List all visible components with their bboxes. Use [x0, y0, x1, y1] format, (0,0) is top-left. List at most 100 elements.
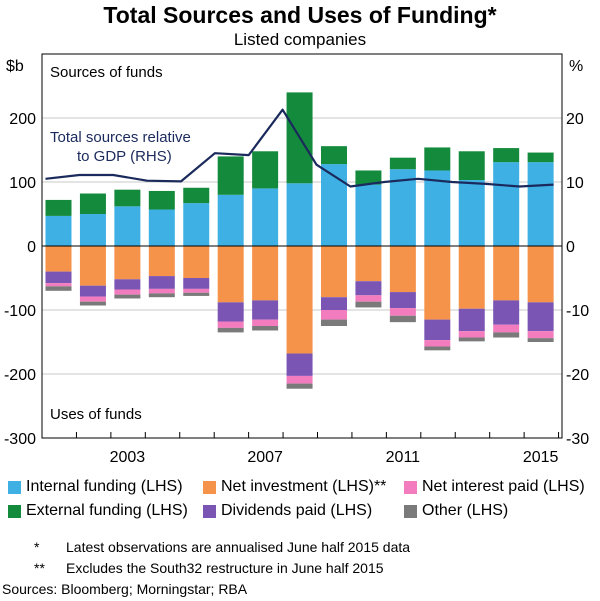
bar-net-interest-paid-lhs [355, 295, 382, 302]
bar-other-lhs [424, 346, 451, 351]
bar-internal-funding-lhs [493, 162, 520, 246]
line-label-1: Total sources relative [50, 129, 191, 146]
bar-net-interest-paid-lhs [286, 375, 313, 384]
legend-label: Net investment (LHS)** [221, 478, 387, 495]
bar-net-investment-lhs [45, 246, 72, 272]
bar-external-funding-lhs [355, 170, 382, 185]
bar-dividends-paid-lhs [252, 300, 279, 320]
x-tick-label: 2015 [523, 449, 559, 466]
bar-external-funding-lhs [458, 151, 485, 181]
bar-internal-funding-lhs [45, 215, 72, 246]
bar-net-investment-lhs [286, 246, 313, 354]
bar-dividends-paid-lhs [45, 271, 72, 284]
legend-item-internal: Internal funding (LHS) [8, 478, 183, 496]
plot-frame [41, 53, 563, 439]
bar-external-funding-lhs [183, 187, 210, 204]
left-tick-label: -100 [4, 303, 36, 320]
right-tick-label: 10 [566, 175, 584, 192]
bar-net-interest-paid-lhs [320, 310, 347, 320]
bar-net-interest-paid-lhs [183, 288, 210, 293]
bar-net-interest-paid-lhs [114, 289, 141, 295]
bar-other-lhs [458, 337, 485, 342]
bar-dividends-paid-lhs [79, 285, 106, 297]
bar-net-investment-lhs [527, 246, 554, 303]
bar-other-lhs [217, 327, 244, 333]
legend-label: Internal funding (LHS) [26, 478, 183, 495]
bar-external-funding-lhs [424, 147, 451, 171]
chart-subtitle: Listed companies [233, 30, 367, 49]
bar-net-interest-paid-lhs [527, 331, 554, 339]
bar-internal-funding-lhs [527, 162, 554, 246]
bar-net-interest-paid-lhs [252, 319, 279, 326]
sources-text: Sources: Bloomberg; Morningstar; RBA [2, 581, 248, 597]
bar-internal-funding-lhs [252, 188, 279, 246]
bar-internal-funding-lhs [286, 183, 313, 246]
right-tick-label: -10 [566, 303, 589, 320]
bar-dividends-paid-lhs [148, 276, 175, 289]
bar-net-interest-paid-lhs [217, 321, 244, 328]
x-tick-label: 2011 [386, 449, 421, 466]
bar-external-funding-lhs [320, 146, 347, 165]
bar-net-interest-paid-lhs [389, 308, 416, 316]
legend-label: Dividends paid (LHS) [221, 502, 373, 519]
left-tick-label: 0 [27, 239, 36, 256]
bar-dividends-paid-lhs [424, 319, 451, 341]
bar-net-interest-paid-lhs [493, 324, 520, 333]
bar-net-investment-lhs [424, 246, 451, 320]
bar-other-lhs [79, 301, 106, 306]
bar-dividends-paid-lhs [217, 302, 244, 322]
bar-external-funding-lhs [114, 189, 141, 207]
bar-net-interest-paid-lhs [148, 288, 175, 294]
bar-dividends-paid-lhs [355, 281, 382, 296]
bar-other-lhs [355, 301, 382, 308]
right-tick-label: 0 [566, 239, 575, 256]
footnotes: * Latest observations are annualised Jun… [2, 537, 411, 600]
legend-swatch [203, 480, 216, 494]
bar-dividends-paid-lhs [114, 279, 141, 290]
legend-label: External funding (LHS) [26, 502, 188, 519]
chart-title: Total Sources and Uses of Funding* [103, 2, 497, 28]
line-label-2: to GDP (RHS) [77, 148, 172, 165]
bar-dividends-paid-lhs [527, 302, 554, 332]
x-tick-label: 2007 [247, 449, 283, 466]
bar-dividends-paid-lhs [320, 297, 347, 310]
bar-external-funding-lhs [79, 193, 106, 214]
left-tick-label: 200 [9, 111, 36, 128]
left-tick-label: 100 [9, 175, 36, 192]
bar-external-funding-lhs [252, 151, 279, 189]
bar-net-interest-paid-lhs [424, 340, 451, 347]
bar-other-lhs [148, 293, 175, 298]
bar-net-investment-lhs [79, 246, 106, 286]
bar-external-funding-lhs [493, 148, 520, 163]
bar-net-investment-lhs [114, 246, 141, 280]
left-tick-label: -200 [4, 367, 36, 384]
right-tick-label: -20 [566, 367, 589, 384]
bar-external-funding-lhs [148, 190, 175, 210]
legend-swatch [8, 504, 21, 518]
right-tick-label: -30 [566, 431, 589, 448]
uses-annotation: Uses of funds [50, 406, 142, 423]
right-axis-unit: % [569, 58, 583, 75]
bar-net-investment-lhs [389, 246, 416, 293]
sources-annotation: Sources of funds [50, 64, 163, 81]
bar-other-lhs [252, 326, 279, 331]
legend-item-net-interest: Net interest paid (LHS) [404, 478, 585, 496]
bar-other-lhs [320, 319, 347, 326]
legend-swatch [203, 504, 216, 518]
bar-internal-funding-lhs [458, 180, 485, 246]
legend-label: Net interest paid (LHS) [422, 478, 585, 495]
bar-external-funding-lhs [217, 156, 244, 195]
legend-swatch [404, 480, 417, 494]
x-tick-label: 2003 [110, 449, 146, 466]
footnote-text: Excludes the South32 restructure in June… [66, 560, 384, 576]
legend-item-net-investment: Net investment (LHS)** [203, 478, 386, 496]
bar-net-investment-lhs [183, 246, 210, 278]
bar-net-investment-lhs [148, 246, 175, 277]
legend-item-external: External funding (LHS) [8, 502, 188, 520]
footnote-text: Latest observations are annualised June … [66, 539, 411, 555]
bar-other-lhs [286, 383, 313, 389]
bar-internal-funding-lhs [114, 206, 141, 246]
bar-internal-funding-lhs [424, 170, 451, 246]
bar-net-interest-paid-lhs [458, 331, 485, 338]
